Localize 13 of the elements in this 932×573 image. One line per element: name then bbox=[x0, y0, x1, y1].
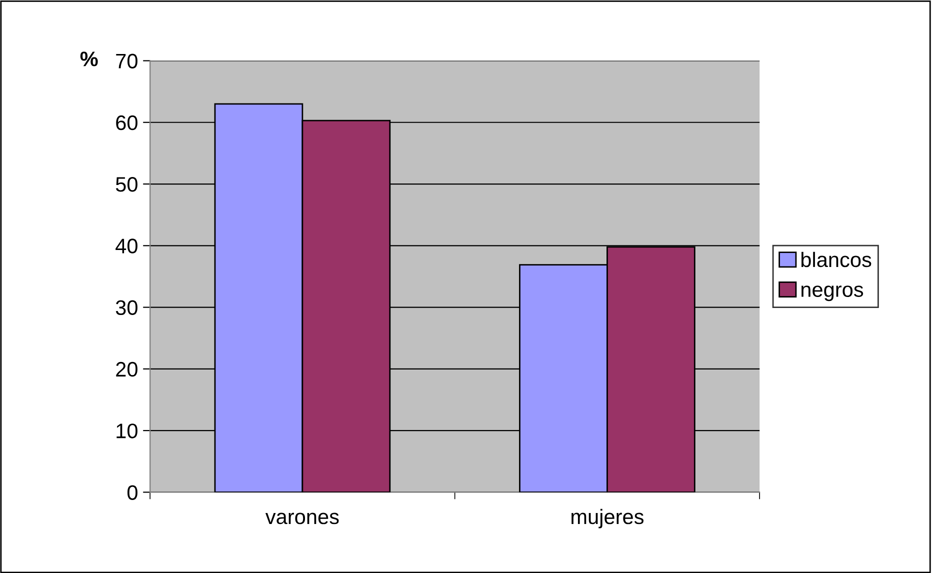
y-tick-label: 40 bbox=[116, 238, 138, 254]
y-tick-label: 30 bbox=[116, 300, 138, 316]
y-tick-label: 50 bbox=[116, 177, 138, 192]
y-tick-label: 60 bbox=[116, 115, 138, 130]
legend-label: negros bbox=[802, 286, 864, 302]
y-tick-label: 10 bbox=[116, 424, 138, 438]
y-tick-label: 20 bbox=[116, 362, 138, 377]
y-axis-title: % bbox=[80, 52, 98, 66]
y-tick-label: 0 bbox=[127, 485, 138, 500]
x-tick-label: mujeres bbox=[572, 508, 644, 528]
y-tick-label: 70 bbox=[116, 54, 138, 68]
legend-label: blancos bbox=[801, 252, 872, 268]
x-tick-label: varones bbox=[265, 512, 339, 524]
